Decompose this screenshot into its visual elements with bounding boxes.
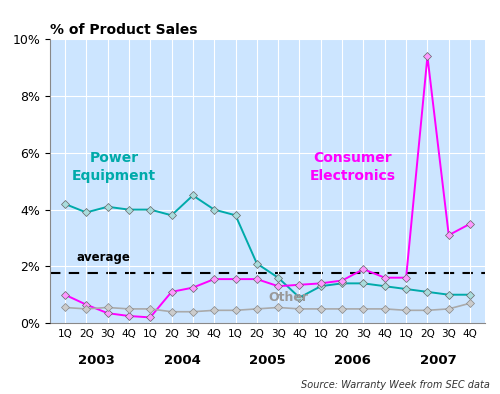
Text: 2005: 2005 [249, 354, 286, 367]
Text: 2007: 2007 [420, 354, 457, 367]
Text: % of Product Sales: % of Product Sales [50, 23, 198, 37]
Text: 2004: 2004 [164, 354, 200, 367]
Text: Consumer
Electronics: Consumer Electronics [310, 151, 396, 183]
Text: 2006: 2006 [334, 354, 371, 367]
Text: Source: Warranty Week from SEC data: Source: Warranty Week from SEC data [301, 380, 490, 390]
Text: Power
Equipment: Power Equipment [72, 151, 156, 183]
Text: 2003: 2003 [78, 354, 116, 367]
Text: average: average [76, 251, 130, 264]
Text: Other: Other [269, 291, 309, 304]
